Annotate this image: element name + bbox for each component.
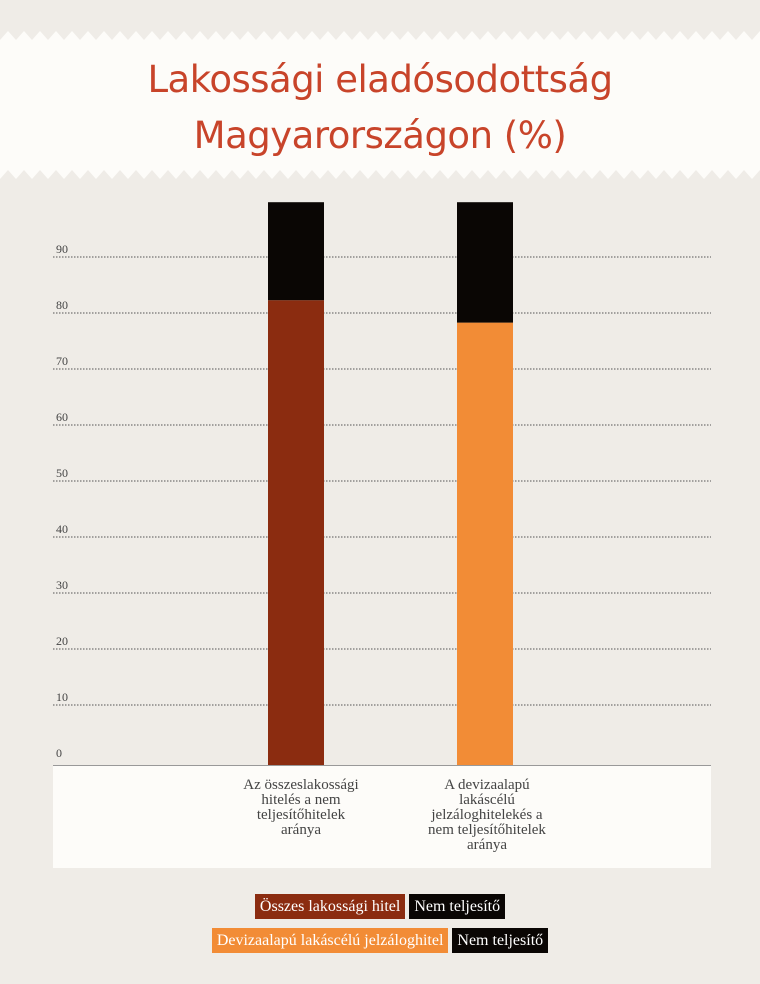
y-tick-label: 30 <box>56 578 68 592</box>
legend-item-non-performing-total[interactable]: Nem teljesítő <box>409 894 506 919</box>
zigzag-banner-shape <box>0 31 760 179</box>
y-tick-label: 0 <box>56 746 62 760</box>
bar-fx-mortgage[interactable] <box>457 322 513 765</box>
header-banner: Lakossági eladósodottság Magyarországon … <box>0 0 760 190</box>
legend: Összes lakossági hitel Nem teljesítő Devi… <box>0 894 760 962</box>
y-tick-label: 40 <box>56 522 68 536</box>
bar-chart: 0 10 20 30 40 50 60 70 80 90 <box>53 202 711 766</box>
legend-row-total: Összes lakossági hitel Nem teljesítő <box>0 894 760 922</box>
bar-non-performing-fx[interactable] <box>457 202 513 323</box>
bar-non-performing-total[interactable] <box>268 202 324 301</box>
x-label-fx-mortgage: A devizaalapú lakáscélú jelzáloghiteleké… <box>428 777 546 853</box>
bar-total-credit[interactable] <box>268 300 324 765</box>
legend-row-fx: Devizaalapú lakáscélú jelzáloghitel Nem t… <box>0 928 760 956</box>
x-label-total-credit: Az összeslakossági hitelés a nem teljesí… <box>243 777 359 838</box>
y-tick-label: 70 <box>56 354 68 368</box>
y-tick-label: 10 <box>56 690 68 704</box>
y-tick-label: 20 <box>56 634 68 648</box>
chart-title: Lakossági eladósodottság Magyarországon … <box>147 58 613 157</box>
y-tick-label: 60 <box>56 410 68 424</box>
y-tick-label: 80 <box>56 298 68 312</box>
y-tick-label: 50 <box>56 466 68 480</box>
legend-item-total-credit[interactable]: Összes lakossági hitel <box>254 894 406 919</box>
legend-item-non-performing-fx[interactable]: Nem teljesítő <box>452 928 549 953</box>
x-axis-label-area: Az összeslakossági hitelés a nem teljesí… <box>53 766 711 868</box>
y-tick-label: 90 <box>56 242 68 256</box>
legend-item-fx-mortgage[interactable]: Devizaalapú lakáscélú jelzáloghitel <box>211 928 449 953</box>
